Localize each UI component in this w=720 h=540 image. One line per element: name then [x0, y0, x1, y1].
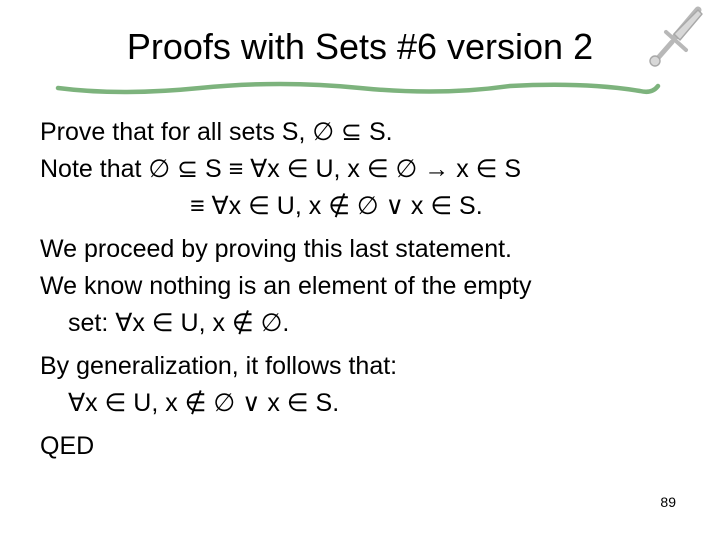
line-know-b: set: ∀x ∈ U, x ∉ ∅. [40, 307, 680, 340]
slide-body: Prove that for all sets S, ∅ ⊆ S. Note t… [40, 116, 680, 463]
page-number: 89 [660, 494, 676, 510]
line-prove: Prove that for all sets S, ∅ ⊆ S. [40, 116, 680, 149]
line-proceed: We proceed by proving this last statemen… [40, 233, 680, 266]
line-gen-a: By generalization, it follows that: [40, 350, 680, 383]
title-underline [40, 76, 680, 102]
line-qed: QED [40, 430, 680, 463]
line-know-a: We know nothing is an element of the emp… [40, 270, 680, 303]
line-gen-b: ∀x ∈ U, x ∉ ∅ ∨ x ∈ S. [40, 387, 680, 420]
line-equiv: ≡ ∀x ∈ U, x ∉ ∅ ∨ x ∈ S. [40, 190, 680, 223]
slide-title: Proofs with Sets #6 version 2 [40, 26, 680, 68]
sword-icon [640, 6, 710, 84]
line-note: Note that ∅ ⊆ S ≡ ∀x ∈ U, x ∈ ∅ → x ∈ S [40, 153, 680, 186]
slide: Proofs with Sets #6 version 2 Prove that… [0, 0, 720, 540]
